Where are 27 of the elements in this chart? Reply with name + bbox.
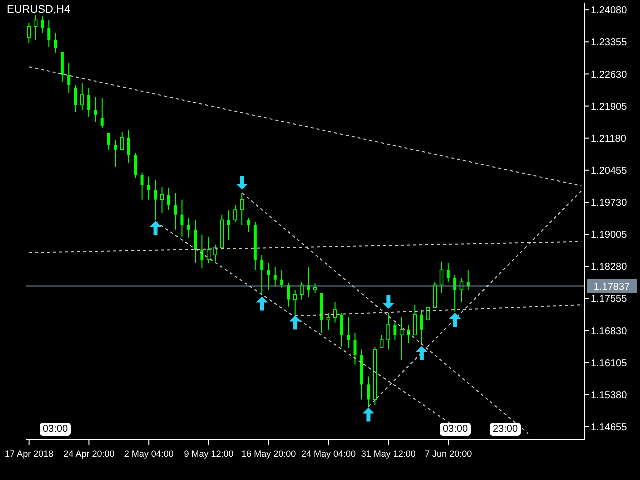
y-tick-label: 1.16830 xyxy=(591,326,628,338)
y-tick-label: 1.24080 xyxy=(591,6,628,17)
x-tick-label: 17 Apr 2018 xyxy=(5,449,54,459)
y-tick-label: 1.16105 xyxy=(591,358,628,370)
ref-line-label: 1.17837 xyxy=(594,282,631,294)
y-tick-label: 1.15380 xyxy=(591,390,628,402)
annotation: 23:00 xyxy=(490,423,522,436)
y-tick-label: 1.17555 xyxy=(591,294,628,306)
y-tick-label: 1.21905 xyxy=(591,102,628,113)
x-tick-label: 9 May 12:00 xyxy=(184,449,234,459)
y-tick-label: 1.14655 xyxy=(591,422,628,434)
x-tick-label: 2 May 04:00 xyxy=(124,449,174,459)
chart-title: EURUSD,H4 xyxy=(7,4,71,16)
y-tick-label: 1.22630 xyxy=(591,70,628,81)
annotation: 03:00 xyxy=(440,423,472,436)
annotation: 03:00 xyxy=(40,423,72,436)
x-tick-label: 7 Jun 20:00 xyxy=(425,449,472,459)
y-tick-label: 1.20455 xyxy=(591,166,628,177)
x-tick-label: 24 May 04:00 xyxy=(302,449,356,459)
x-tick-label: 16 May 20:00 xyxy=(242,449,296,459)
y-tick-label: 1.18280 xyxy=(591,262,628,274)
x-tick-label: 24 Apr 20:00 xyxy=(64,449,115,459)
y-tick-label: 1.21180 xyxy=(591,134,627,145)
y-tick-label: 1.23355 xyxy=(591,38,628,49)
y-tick-label: 1.19005 xyxy=(591,230,628,242)
x-tick-label: 31 May 12:00 xyxy=(361,449,416,459)
y-tick-label: 1.19730 xyxy=(591,198,628,210)
